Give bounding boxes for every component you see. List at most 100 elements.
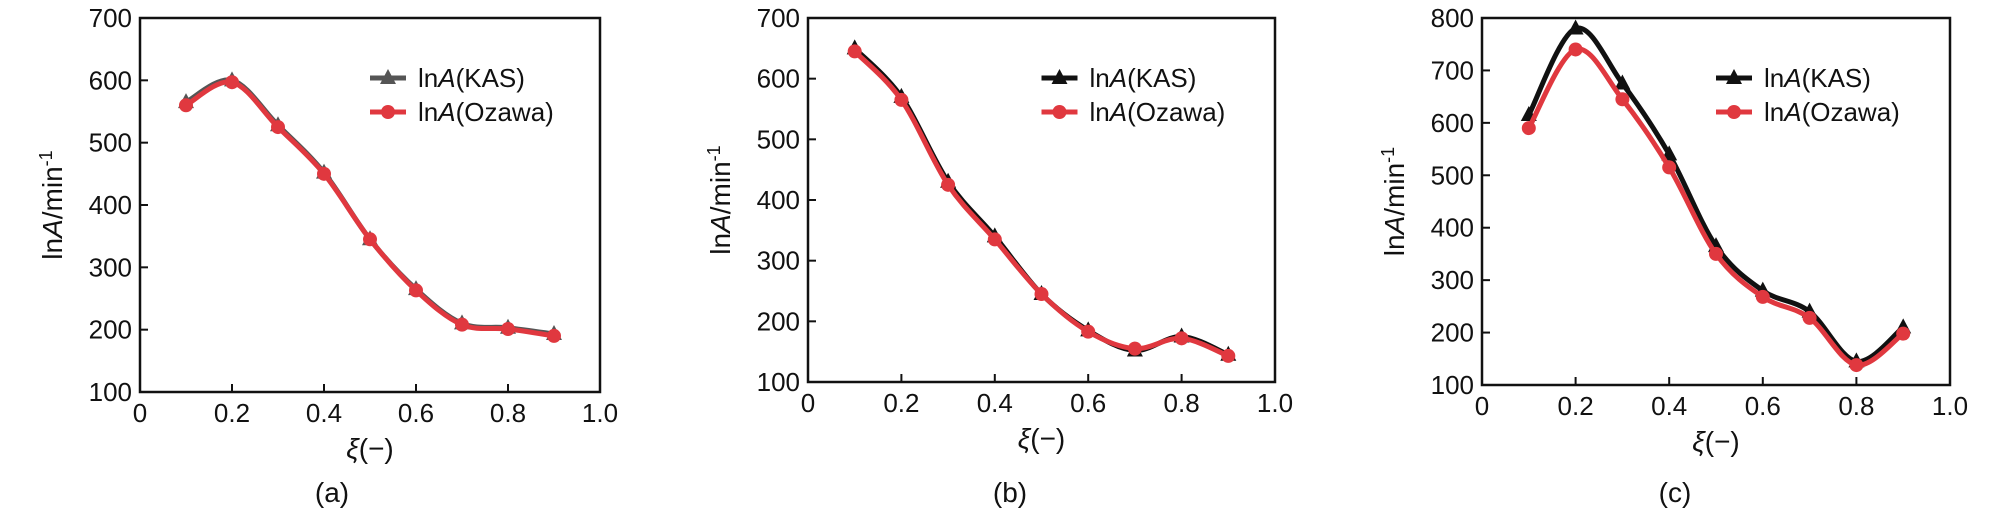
y-tick-label: 600 xyxy=(757,64,800,94)
y-axis-prefix: ln xyxy=(1379,234,1410,256)
data-point-circle xyxy=(1174,331,1189,346)
data-point-circle xyxy=(1221,348,1236,363)
legend-marker-triangle xyxy=(380,69,396,84)
data-point-circle xyxy=(1755,289,1770,304)
data-point-circle xyxy=(317,166,331,181)
y-axis-unit: /min xyxy=(705,161,736,214)
x-tick-label: 1.0 xyxy=(1257,388,1293,418)
x-tick-label: 0.4 xyxy=(306,398,342,428)
panel-label: (a) xyxy=(315,477,349,508)
y-tick-label: 300 xyxy=(757,246,800,276)
y-axis-label: lnA/min-1 xyxy=(1378,147,1410,256)
data-point-circle xyxy=(547,328,561,343)
y-tick-label: 100 xyxy=(89,377,132,407)
plot-frame xyxy=(138,16,602,394)
data-point-triangle xyxy=(1567,19,1584,35)
chart-panel-1: 0 0.2 0.4 0.6 0.8 1.0 100 200 300 400 500 600 700 ξ(−… xyxy=(704,3,1293,508)
chart-panel-0: 0 0.2 0.4 0.6 0.8 1.0 100 200 300 400 500 600 700 ξ(−… xyxy=(36,3,618,508)
x-tick-label: 0.4 xyxy=(977,388,1013,418)
legend-entry-1: lnA(Ozawa) xyxy=(1090,97,1226,127)
y-tick-label: 500 xyxy=(757,124,800,154)
x-tick-label: 0 xyxy=(1475,391,1489,421)
y-axis-symbol: A xyxy=(705,214,736,235)
x-tick-label: 0.2 xyxy=(883,388,919,418)
data-point-triangle xyxy=(1614,74,1631,90)
data-point-circle xyxy=(1034,287,1049,302)
data-point-circle xyxy=(455,317,469,332)
x-axis-label: ξ(−) xyxy=(346,433,394,464)
x-tick-label: 0.6 xyxy=(1070,388,1106,418)
plot-frame xyxy=(1480,16,1952,387)
x-axis-label: ξ(−) xyxy=(1018,423,1066,454)
data-point-circle xyxy=(409,283,423,298)
x-tick-label: 0 xyxy=(801,388,815,418)
data-point-circle xyxy=(1662,160,1677,175)
series-line-0 xyxy=(852,45,1231,358)
data-point-circle xyxy=(1127,341,1142,356)
y-tick-label: 500 xyxy=(1431,160,1474,190)
x-axis-symbol: ξ xyxy=(1692,426,1706,457)
y-axis-unit: /min xyxy=(37,166,68,219)
x-tick-label: 0.4 xyxy=(1651,391,1687,421)
y-axis-symbol: A xyxy=(37,219,68,240)
y-axis-superscript: -1 xyxy=(1378,147,1398,163)
y-tick-label: 100 xyxy=(757,367,800,397)
x-tick-label: 0.2 xyxy=(214,398,250,428)
data-point-circle xyxy=(179,98,193,113)
y-axis-unit: /min xyxy=(1379,163,1410,216)
x-tick-label: 1.0 xyxy=(582,398,618,428)
x-axis-unit: (−) xyxy=(1030,423,1065,454)
legend-entry-0: lnA(KAS) xyxy=(1764,63,1871,93)
x-tick-label: 0.6 xyxy=(398,398,434,428)
y-tick-label: 400 xyxy=(757,185,800,215)
data-point-circle xyxy=(1081,324,1096,339)
legend-marker-circle xyxy=(381,105,395,119)
legend-entry-0: lnA(KAS) xyxy=(418,63,525,93)
data-point-circle xyxy=(1521,121,1536,136)
x-axis-symbol: ξ xyxy=(346,433,360,464)
series-line-1 xyxy=(1526,46,1906,368)
x-tick-label: 0.2 xyxy=(1558,391,1594,421)
data-point-circle xyxy=(363,232,377,247)
legend-marker-circle xyxy=(1727,105,1741,119)
x-tick-label: 0.8 xyxy=(490,398,526,428)
y-axis-prefix: ln xyxy=(37,238,68,260)
y-axis-superscript: -1 xyxy=(704,145,724,161)
y-tick-label: 700 xyxy=(89,3,132,33)
series-line-1 xyxy=(852,48,1231,359)
y-axis-prefix: ln xyxy=(705,233,736,255)
legend-marker-circle xyxy=(1052,105,1067,119)
x-axis-label: ξ(−) xyxy=(1692,426,1740,457)
data-point-circle xyxy=(987,232,1002,247)
x-tick-label: 0.6 xyxy=(1745,391,1781,421)
y-tick-label: 800 xyxy=(1431,3,1474,33)
panel-label: (c) xyxy=(1659,477,1692,508)
data-point-circle xyxy=(847,44,862,59)
y-tick-label: 200 xyxy=(1431,318,1474,348)
legend-marker-triangle xyxy=(1051,69,1068,84)
x-axis-unit: (−) xyxy=(359,433,394,464)
y-tick-label: 200 xyxy=(89,315,132,345)
legend-entry-1: lnA(Ozawa) xyxy=(1764,97,1900,127)
data-point-circle xyxy=(1896,326,1911,341)
legend-entry-0: lnA(KAS) xyxy=(1090,63,1197,93)
y-tick-label: 700 xyxy=(1431,55,1474,85)
x-tick-label: 0 xyxy=(133,398,147,428)
y-tick-label: 400 xyxy=(89,190,132,220)
panel-label: (b) xyxy=(993,477,1027,508)
data-point-circle xyxy=(501,322,515,337)
data-point-circle xyxy=(941,177,956,192)
y-tick-label: 500 xyxy=(89,128,132,158)
y-axis-symbol: A xyxy=(1379,216,1410,237)
y-tick-label: 200 xyxy=(757,306,800,336)
x-tick-label: 1.0 xyxy=(1932,391,1968,421)
data-point-circle xyxy=(1568,42,1583,57)
y-axis-label: lnA/min-1 xyxy=(704,145,736,254)
data-point-circle xyxy=(894,92,909,107)
data-point-circle xyxy=(225,75,239,90)
y-axis-superscript: -1 xyxy=(36,150,56,166)
series-line-0 xyxy=(1526,25,1906,364)
data-point-circle xyxy=(1709,246,1723,261)
x-axis-symbol: ξ xyxy=(1018,423,1032,454)
